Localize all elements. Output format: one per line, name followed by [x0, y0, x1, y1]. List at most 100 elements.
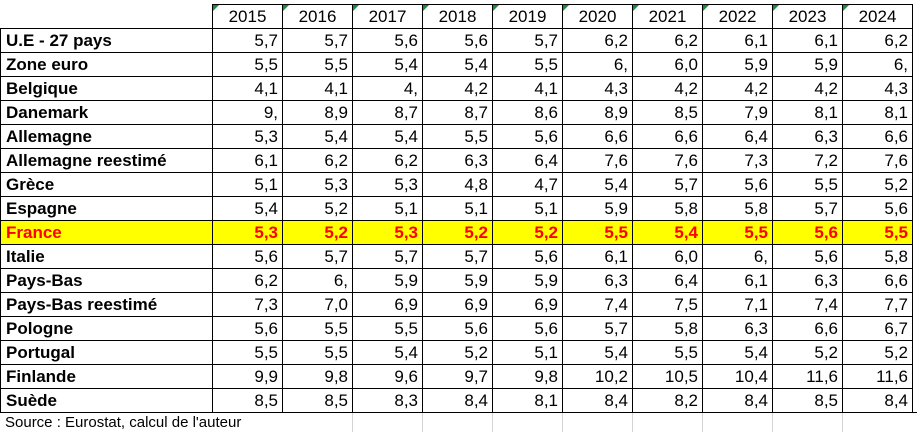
- value-cell[interactable]: 6,9: [422, 292, 493, 317]
- value-cell[interactable]: 5,3: [352, 172, 423, 197]
- value-cell[interactable]: 5,5: [282, 316, 353, 341]
- value-cell[interactable]: 5,6: [842, 196, 913, 221]
- country-cell[interactable]: Suède: [0, 388, 213, 413]
- country-cell[interactable]: Espagne: [0, 196, 213, 221]
- value-cell[interactable]: 5,5: [282, 52, 353, 77]
- value-cell[interactable]: 6,9: [492, 292, 563, 317]
- value-cell[interactable]: 7,3: [702, 148, 773, 173]
- value-cell[interactable]: 4,1: [212, 76, 283, 101]
- value-cell[interactable]: 4,2: [772, 76, 843, 101]
- value-cell[interactable]: 6,6: [842, 124, 913, 149]
- value-cell[interactable]: 6,9: [352, 292, 423, 317]
- country-cell[interactable]: Italie: [0, 244, 213, 269]
- value-cell[interactable]: 7,6: [842, 148, 913, 173]
- value-cell[interactable]: 5,9: [702, 52, 773, 77]
- value-cell[interactable]: 5,1: [212, 172, 283, 197]
- value-cell[interactable]: 8,5: [632, 100, 703, 125]
- value-cell[interactable]: 5,3: [352, 220, 423, 245]
- value-cell[interactable]: 8,6: [492, 100, 563, 125]
- value-cell[interactable]: 4,3: [842, 76, 913, 101]
- value-cell[interactable]: 5,6: [492, 124, 563, 149]
- value-cell[interactable]: 6,2: [562, 28, 633, 53]
- year-header-2024[interactable]: 2024: [842, 4, 913, 29]
- value-cell[interactable]: 5,8: [842, 244, 913, 269]
- year-header-2015[interactable]: 2015: [212, 4, 283, 29]
- country-cell[interactable]: Grèce: [0, 172, 213, 197]
- value-cell[interactable]: 6,: [282, 268, 353, 293]
- value-cell[interactable]: 6,6: [842, 268, 913, 293]
- value-cell[interactable]: 6,2: [212, 268, 283, 293]
- value-cell[interactable]: 5,4: [212, 196, 283, 221]
- country-cell[interactable]: Belgique: [0, 76, 213, 101]
- value-cell[interactable]: 5,9: [492, 268, 563, 293]
- value-cell[interactable]: 9,: [212, 100, 283, 125]
- value-cell[interactable]: 4,2: [422, 76, 493, 101]
- value-cell[interactable]: 5,7: [212, 28, 283, 53]
- value-cell[interactable]: 6,2: [842, 28, 913, 53]
- value-cell[interactable]: 5,5: [352, 316, 423, 341]
- value-cell[interactable]: 5,9: [562, 196, 633, 221]
- value-cell[interactable]: 5,1: [492, 196, 563, 221]
- value-cell[interactable]: 5,7: [282, 244, 353, 269]
- value-cell[interactable]: 8,5: [212, 388, 283, 413]
- value-cell[interactable]: 6,3: [562, 268, 633, 293]
- value-cell[interactable]: 5,8: [702, 196, 773, 221]
- value-cell[interactable]: 5,5: [702, 220, 773, 245]
- value-cell[interactable]: 5,9: [772, 52, 843, 77]
- country-cell[interactable]: Pays-Bas reestimé: [0, 292, 213, 317]
- value-cell[interactable]: 5,7: [282, 28, 353, 53]
- value-cell[interactable]: 6,4: [492, 148, 563, 173]
- value-cell[interactable]: 5,6: [702, 172, 773, 197]
- value-cell[interactable]: 5,7: [352, 244, 423, 269]
- value-cell[interactable]: 5,1: [352, 196, 423, 221]
- value-cell[interactable]: 9,6: [352, 364, 423, 389]
- value-cell[interactable]: 5,7: [772, 196, 843, 221]
- value-cell[interactable]: 5,6: [492, 244, 563, 269]
- value-cell[interactable]: 5,6: [772, 220, 843, 245]
- value-cell[interactable]: 5,3: [282, 172, 353, 197]
- year-header-2017[interactable]: 2017: [352, 4, 423, 29]
- country-cell[interactable]: U.E - 27 pays: [0, 28, 213, 53]
- value-cell[interactable]: 7,5: [632, 292, 703, 317]
- value-cell[interactable]: 5,5: [632, 340, 703, 365]
- value-cell[interactable]: 6,1: [702, 28, 773, 53]
- value-cell[interactable]: 6,3: [772, 124, 843, 149]
- value-cell[interactable]: 6,6: [562, 124, 633, 149]
- value-cell[interactable]: 4,7: [492, 172, 563, 197]
- year-header-2018[interactable]: 2018: [422, 4, 493, 29]
- value-cell[interactable]: 10,2: [562, 364, 633, 389]
- value-cell[interactable]: 7,6: [562, 148, 633, 173]
- country-cell[interactable]: Portugal: [0, 340, 213, 365]
- value-cell[interactable]: 5,5: [842, 220, 913, 245]
- value-cell[interactable]: 8,9: [282, 100, 353, 125]
- value-cell[interactable]: 8,7: [422, 100, 493, 125]
- corner-cell[interactable]: [0, 4, 213, 29]
- value-cell[interactable]: 5,7: [492, 28, 563, 53]
- value-cell[interactable]: 5,4: [702, 340, 773, 365]
- value-cell[interactable]: 5,1: [492, 340, 563, 365]
- value-cell[interactable]: 6,7: [842, 316, 913, 341]
- country-cell[interactable]: Allemagne reestimé: [0, 148, 213, 173]
- value-cell[interactable]: 5,8: [632, 196, 703, 221]
- value-cell[interactable]: 5,3: [212, 124, 283, 149]
- value-cell[interactable]: 9,8: [492, 364, 563, 389]
- value-cell[interactable]: 8,7: [352, 100, 423, 125]
- value-cell[interactable]: 5,7: [632, 172, 703, 197]
- value-cell[interactable]: 5,5: [282, 340, 353, 365]
- value-cell[interactable]: 8,2: [632, 388, 703, 413]
- year-header-2022[interactable]: 2022: [702, 4, 773, 29]
- country-cell[interactable]: Pays-Bas: [0, 268, 213, 293]
- value-cell[interactable]: 5,5: [492, 52, 563, 77]
- value-cell[interactable]: 8,1: [842, 100, 913, 125]
- year-header-2021[interactable]: 2021: [632, 4, 703, 29]
- value-cell[interactable]: 4,: [352, 76, 423, 101]
- value-cell[interactable]: 7,0: [282, 292, 353, 317]
- value-cell[interactable]: 5,7: [562, 316, 633, 341]
- year-header-2023[interactable]: 2023: [772, 4, 843, 29]
- value-cell[interactable]: 4,8: [422, 172, 493, 197]
- value-cell[interactable]: 9,7: [422, 364, 493, 389]
- value-cell[interactable]: 6,: [562, 52, 633, 77]
- value-cell[interactable]: 5,6: [352, 28, 423, 53]
- value-cell[interactable]: 5,3: [212, 220, 283, 245]
- value-cell[interactable]: 6,6: [632, 124, 703, 149]
